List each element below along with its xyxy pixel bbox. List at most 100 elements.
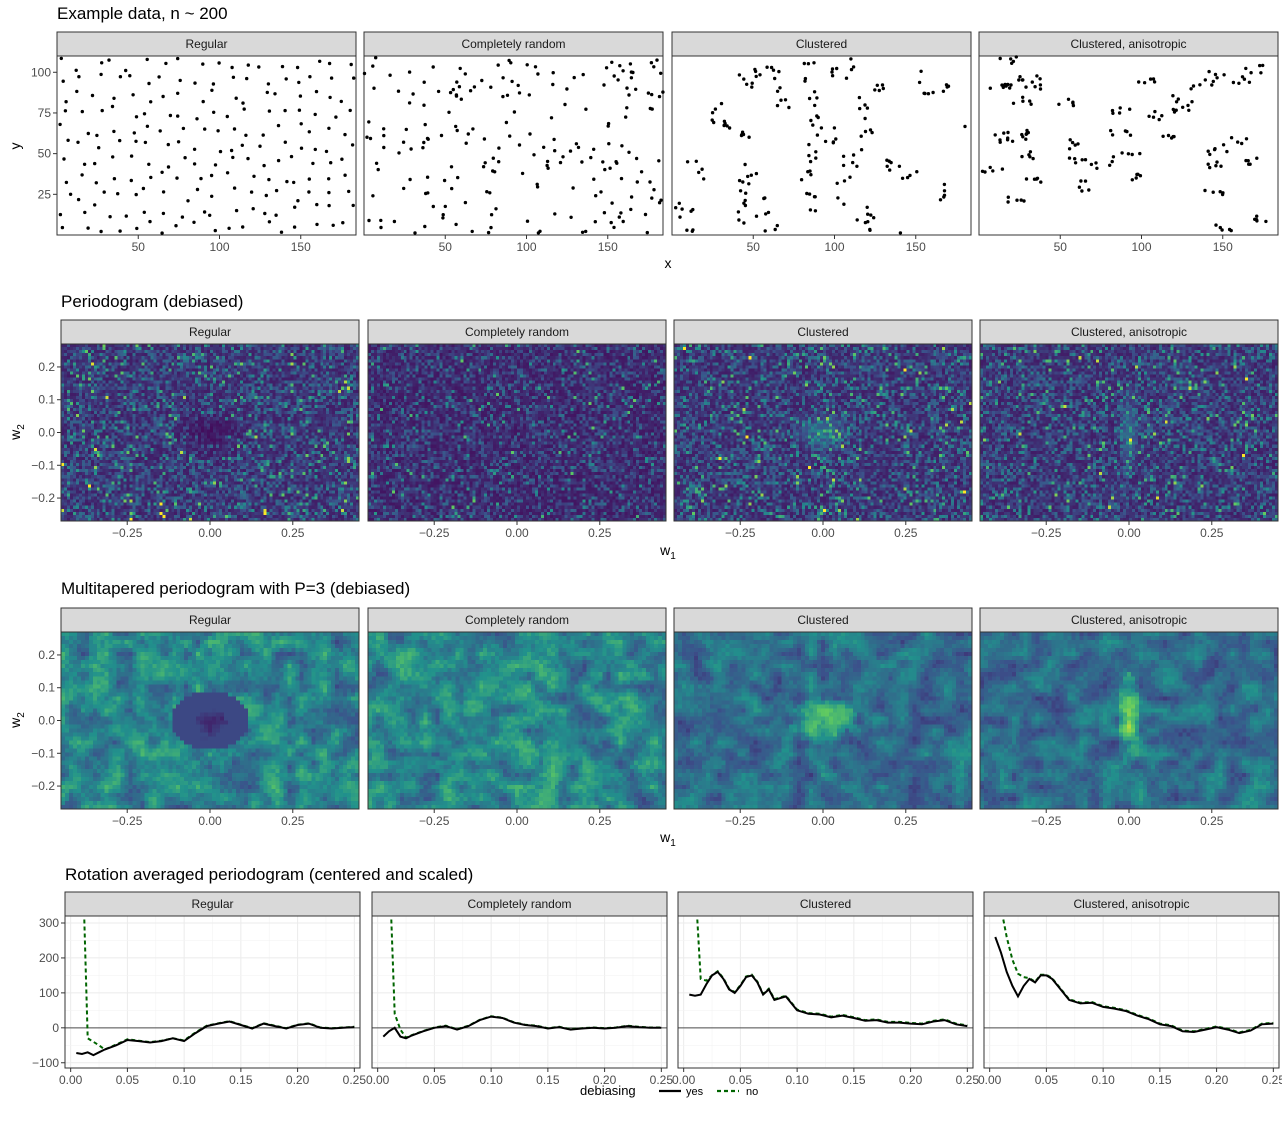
heatmap-cell <box>138 380 142 385</box>
heatmap-cell <box>150 441 154 446</box>
scatter-point <box>382 145 386 150</box>
heatmap-cell <box>102 429 107 433</box>
heatmap-cell <box>189 441 193 446</box>
heatmap-cell <box>135 423 139 427</box>
heatmap-cell <box>198 411 202 415</box>
heatmap-cell <box>61 362 65 366</box>
heatmap-cell <box>129 386 133 391</box>
heatmap-cell <box>296 392 300 397</box>
heatmap-cell <box>272 365 276 369</box>
heatmap-cell <box>239 398 244 403</box>
heatmap-cell <box>254 365 259 369</box>
scatter-point <box>558 160 563 165</box>
scatter-point <box>753 69 758 74</box>
heatmap-cell <box>207 420 211 424</box>
heatmap-cell <box>135 426 139 430</box>
scatter-point <box>1025 131 1029 136</box>
heatmap-cell <box>323 356 327 360</box>
heatmap-cell <box>239 377 244 382</box>
heatmap-cell <box>287 386 291 391</box>
scatter-point <box>108 215 112 219</box>
heatmap-cell <box>314 441 318 446</box>
heatmap-cell <box>183 456 187 461</box>
heatmap-cell <box>296 429 300 433</box>
heatmap-cell <box>350 453 354 458</box>
heatmap-cell <box>180 353 184 357</box>
scatter-point <box>448 90 453 95</box>
heatmap-cell <box>212 423 217 427</box>
heatmap-cell <box>287 374 291 378</box>
heatmap-cell <box>174 411 178 415</box>
heatmap-cell <box>117 359 121 363</box>
heatmap-cell <box>168 420 172 424</box>
heatmap-cell <box>281 432 285 436</box>
heatmap-cell <box>204 389 208 394</box>
heatmap-cell <box>287 429 291 433</box>
heatmap-cell <box>311 405 315 409</box>
heatmap-cell <box>299 362 303 366</box>
heatmap-cell <box>198 450 202 455</box>
heatmap-cell <box>90 441 95 446</box>
facet-strip-clustered-anisotropic <box>978 31 1279 57</box>
heatmap-cell <box>177 362 181 366</box>
heatmap-cell <box>117 453 121 458</box>
heatmap-cell <box>320 347 324 351</box>
heatmap-cell <box>302 466 306 470</box>
heatmap-cell <box>61 435 65 439</box>
heatmap-cell <box>180 444 184 449</box>
heatmap-cell <box>180 417 184 421</box>
heatmap-cell <box>287 359 291 363</box>
heatmap-cell <box>114 438 119 443</box>
heatmap-cell <box>260 377 265 382</box>
heatmap-cell <box>257 353 262 357</box>
scatter-point <box>441 213 445 217</box>
heatmap-cell <box>254 353 259 357</box>
heatmap-cell <box>114 405 119 409</box>
heatmap-cell <box>135 395 139 400</box>
heatmap-cell <box>84 401 89 406</box>
heatmap-cell <box>126 401 130 406</box>
scatter-point <box>542 145 546 149</box>
scatter-point <box>175 176 179 180</box>
heatmap-cell <box>239 374 244 378</box>
heatmap-cell <box>275 429 279 433</box>
scatter-point <box>180 215 185 219</box>
heatmap-cell <box>218 438 223 443</box>
heatmap-cell <box>111 444 116 449</box>
heatmap-cell <box>114 423 119 427</box>
heatmap-cell <box>99 456 104 461</box>
scatter-point <box>192 162 197 166</box>
heatmap-cell <box>138 368 142 372</box>
scatter-point <box>1138 174 1143 178</box>
heatmap-cell <box>183 374 187 378</box>
heatmap-cell <box>189 432 193 436</box>
heatmap-cell <box>111 362 116 366</box>
heatmap-cell <box>111 398 116 403</box>
heatmap-cell <box>153 389 157 394</box>
scatter-point <box>942 182 947 187</box>
heatmap-cell <box>293 405 297 409</box>
heatmap-cell <box>111 395 116 400</box>
heatmap-cell <box>150 392 154 397</box>
heatmap-cell <box>195 456 199 461</box>
scatter-point <box>655 58 659 62</box>
heatmap-cell <box>314 438 318 443</box>
scatter-point <box>266 82 271 86</box>
heatmap-cell <box>66 411 71 415</box>
heatmap-cell <box>141 374 145 378</box>
heatmap-cell <box>171 359 175 363</box>
heatmap-cell <box>156 383 160 388</box>
heatmap-cell <box>314 408 318 412</box>
scatter-point <box>963 124 967 129</box>
heatmap-cell <box>347 426 351 430</box>
heatmap-cell <box>353 371 357 375</box>
scatter-point <box>504 120 509 125</box>
heatmap-cell <box>102 426 107 430</box>
heatmap-cell <box>165 405 169 409</box>
scatter-point <box>497 146 501 150</box>
scatter-point <box>807 153 811 158</box>
heatmap-cell <box>153 469 157 473</box>
scatter-point <box>382 127 386 131</box>
scatter-point <box>1142 81 1147 85</box>
heatmap-cell <box>186 429 190 433</box>
